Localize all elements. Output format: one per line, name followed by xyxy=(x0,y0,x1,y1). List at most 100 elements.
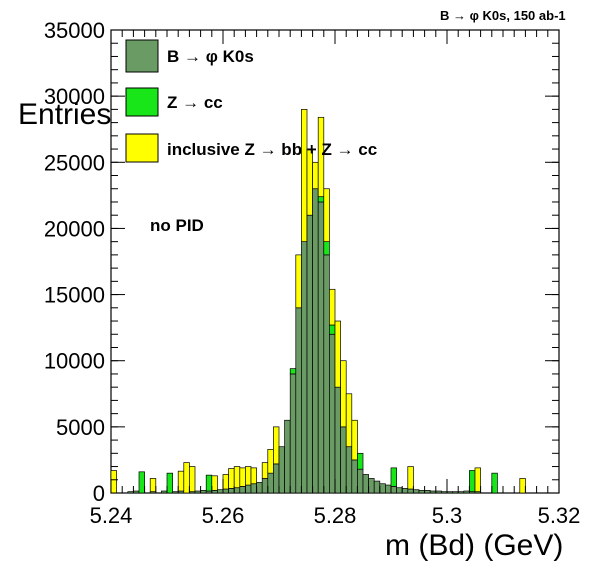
bar-signal xyxy=(379,483,386,494)
bar-inclusive xyxy=(177,470,185,492)
bar-signal xyxy=(340,426,347,494)
bar-inclusive xyxy=(301,109,308,243)
legend: B → φ K0s Z → cc inclusive Z → bb + Z → … xyxy=(125,39,377,163)
bar-signal xyxy=(161,490,168,494)
y-tick-label: 20000 xyxy=(44,216,105,241)
bar-signal xyxy=(194,490,201,494)
bar-signal xyxy=(452,491,459,494)
bar-signal xyxy=(418,490,425,494)
bar-inclusive xyxy=(407,466,414,490)
bar-signal xyxy=(250,483,257,494)
bar-signal xyxy=(267,472,274,494)
bar-signal xyxy=(172,491,179,494)
bar-inclusive xyxy=(261,462,269,479)
bar-inclusive xyxy=(110,470,117,494)
bar-signal xyxy=(362,474,369,494)
legend-swatch-inclusive xyxy=(125,133,159,163)
bar-inclusive xyxy=(250,467,257,485)
bar-signal xyxy=(373,480,381,494)
bar-zcc xyxy=(138,471,145,494)
x-tick-label: 5.3 xyxy=(432,503,463,528)
legend-swatch-zcc xyxy=(125,87,159,117)
legend-swatch-signal xyxy=(125,39,159,73)
bar-signal xyxy=(222,488,229,494)
bar-signal xyxy=(245,484,252,494)
bar-inclusive xyxy=(222,474,229,490)
bar-signal xyxy=(429,490,437,494)
bar-inclusive xyxy=(233,466,241,489)
legend-label-inclusive: inclusive Z → bb + Z → cc xyxy=(167,140,377,159)
bar-zcc xyxy=(469,470,476,493)
y-tick-label: 30000 xyxy=(44,84,105,109)
bar-inclusive xyxy=(295,254,302,309)
bar-signal xyxy=(401,488,409,494)
x-tick-label: 5.26 xyxy=(202,503,245,528)
x-tick-label: 5.24 xyxy=(90,503,133,528)
y-tick-label: 0 xyxy=(93,481,105,506)
bar-signal xyxy=(217,489,224,494)
bar-signal xyxy=(261,478,269,494)
bar-signal xyxy=(368,478,375,494)
bar-inclusive xyxy=(312,161,319,190)
bar-signal xyxy=(435,490,442,494)
bar-signal xyxy=(127,491,134,494)
bar-signal xyxy=(385,484,392,494)
bar-inclusive xyxy=(334,320,341,388)
bar-zcc xyxy=(289,368,297,375)
bar-inclusive xyxy=(474,467,481,493)
bar-signal xyxy=(317,201,325,494)
bar-inclusive xyxy=(189,466,196,493)
bar-signal xyxy=(228,488,235,494)
bar-inclusive xyxy=(267,448,274,474)
bar-signal xyxy=(273,463,280,494)
bar-signal xyxy=(424,490,431,494)
bar-inclusive xyxy=(273,426,280,465)
y-tick-label: 15000 xyxy=(44,283,105,308)
bar-signal xyxy=(396,487,403,494)
bar-signal xyxy=(200,490,207,494)
y-tick-label: 35000 xyxy=(44,18,105,43)
bar-inclusive xyxy=(228,468,235,489)
bar-signal xyxy=(407,488,414,494)
bar-signal xyxy=(345,446,353,494)
y-tick-label: 10000 xyxy=(44,349,105,374)
bar-signal xyxy=(133,490,140,494)
bar-inclusive xyxy=(183,462,190,494)
y-tick-label: 5000 xyxy=(56,415,105,440)
bar-signal xyxy=(289,373,297,494)
bar-signal xyxy=(329,333,336,494)
bar-signal xyxy=(256,482,263,494)
x-tick-label: 5.28 xyxy=(314,503,357,528)
legend-label-zcc: Z → cc xyxy=(167,93,223,112)
y-axis-title: Entries xyxy=(18,98,111,131)
legend-label-signal: B → φ K0s xyxy=(167,47,254,66)
bar-inclusive xyxy=(323,188,330,243)
bar-signal xyxy=(278,446,285,494)
bar-signal xyxy=(284,419,291,494)
bar-zcc xyxy=(317,196,325,203)
bar-zcc xyxy=(329,324,336,335)
bar-inclusive xyxy=(519,478,526,494)
bar-signal xyxy=(413,489,420,494)
bar-inclusive xyxy=(345,393,353,448)
bar-inclusive xyxy=(239,467,246,487)
bar-signal xyxy=(441,491,448,494)
bar-signal xyxy=(295,307,302,494)
bar-zcc xyxy=(323,241,330,256)
bar-zcc xyxy=(491,472,498,494)
y-tick-label: 25000 xyxy=(44,150,105,175)
axis-tick-labels: 5.24 5.26 5.28 5.3 5.32 0 5000 10000 15000 20000 2… xyxy=(44,18,581,528)
bar-inclusive xyxy=(340,360,347,428)
bar-signal xyxy=(357,468,364,494)
bar-signal xyxy=(301,241,308,494)
bar-zcc xyxy=(357,452,364,470)
bar-signal xyxy=(390,486,397,494)
bar-inclusive xyxy=(351,419,358,461)
bar-zcc xyxy=(205,474,213,492)
axis-ticks xyxy=(110,29,560,494)
bar-signal xyxy=(463,490,470,494)
bar-signal xyxy=(323,254,330,494)
bar-signal xyxy=(233,487,241,494)
